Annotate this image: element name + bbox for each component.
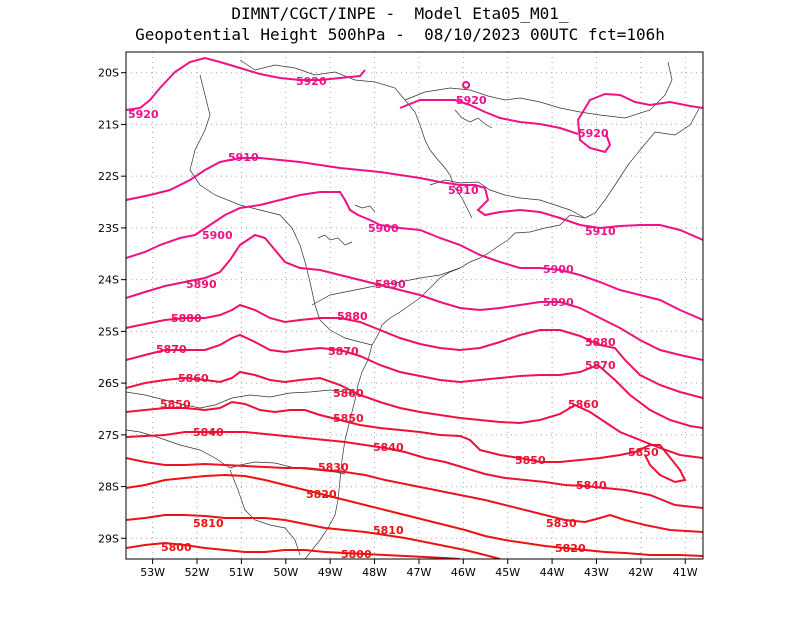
- contour-label-5810-a: 5810: [193, 517, 224, 530]
- state-border-5: [404, 61, 673, 119]
- contour-lines: [126, 56, 703, 559]
- lon-tick-label: 41W: [673, 566, 698, 579]
- contour-label-5860-c: 5860: [568, 398, 599, 411]
- lon-tick-label: 46W: [451, 566, 476, 579]
- contour-label-5900-a: 5900: [202, 229, 233, 242]
- state-border-3: [189, 74, 373, 346]
- contour-label-5870-c: 5870: [585, 359, 616, 372]
- river-2: [354, 204, 376, 213]
- contour-5810: [126, 514, 501, 559]
- contour-label-5820-a: 5820: [306, 488, 337, 501]
- contour-label-5860-b: 5860: [333, 387, 364, 400]
- contour-label-5920-c: 5920: [456, 94, 487, 107]
- lon-tick-label: 48W: [362, 566, 387, 579]
- contour-5920-loop: [576, 92, 703, 154]
- lat-tick-label: 26S: [98, 377, 119, 390]
- lon-tick-label: 51W: [229, 566, 254, 579]
- contour-5900: [126, 191, 703, 321]
- contour-label-5890-c: 5890: [543, 296, 574, 309]
- contour-label-5850-d: 5850: [628, 446, 659, 459]
- river-1: [317, 234, 353, 246]
- contour-label-5920-a: 5920: [128, 108, 159, 121]
- contour-label-5850-b: 5850: [333, 412, 364, 425]
- contour-label-5840-b: 5840: [373, 441, 404, 454]
- contour-label-5820-b: 5820: [555, 542, 586, 555]
- state-border-1: [126, 389, 356, 409]
- contour-5870: [126, 333, 703, 429]
- contour-5800: [126, 541, 461, 559]
- contour-label-5920-b: 5920: [296, 75, 327, 88]
- lon-tick-label: 53W: [140, 566, 165, 579]
- lon-tick-label: 52W: [185, 566, 210, 579]
- map-title-line-1: DIMNT/CGCT/INPE - Model Eta05_M01_: [231, 4, 569, 23]
- lon-tick-label: 49W: [318, 566, 343, 579]
- contour-label-5860-a: 5860: [178, 372, 209, 385]
- lon-tick-label: 44W: [540, 566, 565, 579]
- border-south: [229, 469, 301, 556]
- lat-tick-label: 21S: [98, 118, 119, 131]
- plot-area: [126, 52, 703, 559]
- contour-label-5850-a: 5850: [160, 398, 191, 411]
- contour-5920-small: [462, 81, 471, 89]
- contour-label-5910-b: 5910: [448, 184, 479, 197]
- contour-label-5900-b: 5900: [368, 222, 399, 235]
- contour-label-5870-b: 5870: [328, 345, 359, 358]
- contour-label-5880-b: 5880: [337, 310, 368, 323]
- contour-label-5920-d: 5920: [578, 127, 609, 140]
- lat-tick-label: 29S: [98, 532, 119, 545]
- contour-label-5850-c: 5850: [515, 454, 546, 467]
- latitude-axis: 20S 21S 22S 23S 24S 25S 26S 27S 28S 29S: [98, 67, 126, 545]
- lat-tick-label: 24S: [98, 274, 119, 287]
- contour-label-5830-a: 5830: [318, 461, 349, 474]
- contour-5850: [126, 400, 687, 484]
- contour-label-5800-b: 5800: [341, 548, 372, 561]
- lat-tick-label: 25S: [98, 325, 119, 338]
- coastline: [304, 106, 701, 559]
- longitude-axis: 53W 52W 51W 50W 49W 48W 47W 46W 45W 44W 43W 42W 41W: [140, 559, 698, 579]
- lat-tick-label: 23S: [98, 222, 119, 235]
- plot-frame: [125, 51, 704, 560]
- contour-5840: [126, 431, 703, 509]
- lon-tick-label: 50W: [273, 566, 298, 579]
- contour-5860: [126, 370, 703, 459]
- contour-label-5880-c: 5880: [585, 336, 616, 349]
- contour-label-5900-c: 5900: [543, 263, 574, 276]
- lon-tick-label: 47W: [407, 566, 432, 579]
- lat-tick-label: 28S: [98, 481, 119, 494]
- contour-label-5800-a: 5800: [161, 541, 192, 554]
- lon-tick-label: 42W: [628, 566, 653, 579]
- map-title-line-2: Geopotential Height 500hPa - 08/10/2023 …: [135, 25, 665, 44]
- contour-5830: [126, 457, 703, 533]
- contour-label-5810-b: 5810: [373, 524, 404, 537]
- contour-labels: 5920 5920 5920 5920 5910 5910 5910 5900 …: [128, 75, 659, 561]
- contour-label-5840-c: 5840: [576, 479, 607, 492]
- state-border-6: [429, 179, 586, 219]
- contour-label-5890-a: 5890: [186, 278, 217, 291]
- contour-5820: [126, 473, 703, 557]
- contour-label-5880-a: 5880: [171, 312, 202, 325]
- contour-5910: [126, 157, 703, 241]
- lat-tick-label: 20S: [98, 67, 119, 80]
- contour-label-5870-a: 5870: [156, 343, 187, 356]
- contour-label-5840-a: 5840: [193, 426, 224, 439]
- contour-label-5910-c: 5910: [585, 225, 616, 238]
- lon-tick-label: 43W: [584, 566, 609, 579]
- contour-5880: [126, 303, 703, 399]
- state-border-7: [311, 267, 461, 306]
- contour-label-5890-b: 5890: [375, 278, 406, 291]
- contour-5920-west: [126, 56, 366, 111]
- river-3: [454, 109, 493, 129]
- contour-label-5910-a: 5910: [228, 151, 259, 164]
- contour-5920-east: [399, 99, 579, 135]
- lat-tick-label: 27S: [98, 429, 119, 442]
- lat-tick-label: 22S: [98, 170, 119, 183]
- contour-label-5830-b: 5830: [546, 517, 577, 530]
- lon-tick-label: 45W: [495, 566, 520, 579]
- contour-5890: [126, 233, 703, 361]
